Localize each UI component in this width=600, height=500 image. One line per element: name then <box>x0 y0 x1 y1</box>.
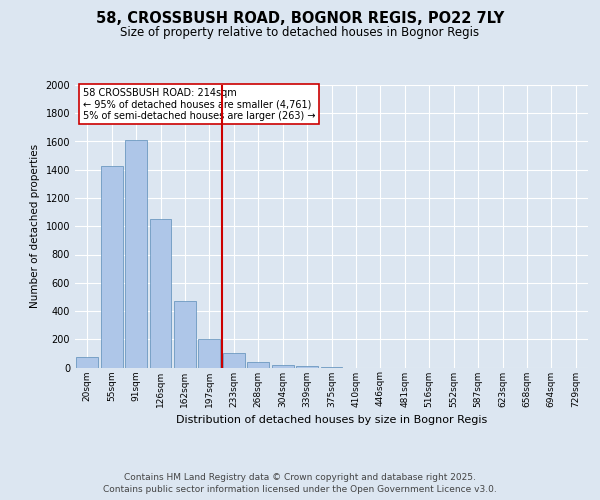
Bar <box>149 219 172 368</box>
Bar <box>199 339 220 368</box>
Bar <box>125 140 147 368</box>
Bar <box>320 367 343 368</box>
Text: Contains HM Land Registry data © Crown copyright and database right 2025.
Contai: Contains HM Land Registry data © Crown c… <box>103 472 497 494</box>
Bar <box>247 362 269 368</box>
X-axis label: Distribution of detached houses by size in Bognor Regis: Distribution of detached houses by size … <box>176 415 487 425</box>
Bar <box>272 364 293 368</box>
Bar <box>101 166 122 368</box>
Y-axis label: Number of detached properties: Number of detached properties <box>30 144 40 308</box>
Text: Size of property relative to detached houses in Bognor Regis: Size of property relative to detached ho… <box>121 26 479 39</box>
Bar <box>174 301 196 368</box>
Text: 58 CROSSBUSH ROAD: 214sqm
← 95% of detached houses are smaller (4,761)
5% of sem: 58 CROSSBUSH ROAD: 214sqm ← 95% of detac… <box>83 88 315 121</box>
Bar <box>296 366 318 368</box>
Bar <box>223 352 245 368</box>
Bar <box>76 357 98 368</box>
Text: 58, CROSSBUSH ROAD, BOGNOR REGIS, PO22 7LY: 58, CROSSBUSH ROAD, BOGNOR REGIS, PO22 7… <box>96 11 504 26</box>
